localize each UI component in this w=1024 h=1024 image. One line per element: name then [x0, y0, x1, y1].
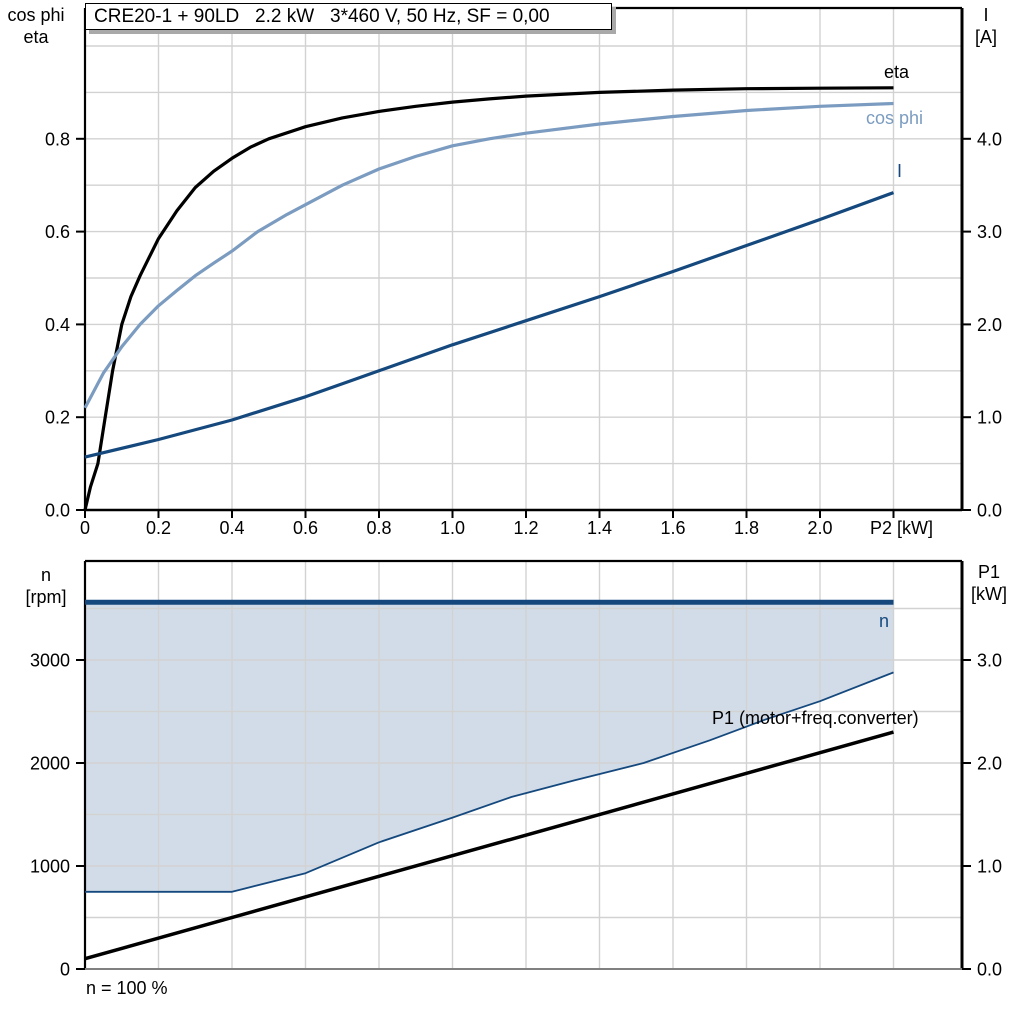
curve-label-current: I: [897, 161, 903, 181]
axis-title-ampere-unit: [A]: [974, 27, 997, 47]
y-tick-label-right: 2.0: [977, 754, 1002, 774]
y-tick-label-left: 2000: [30, 754, 70, 774]
axis-title-speed: n: [40, 565, 51, 585]
y-tick-label-right: 3.0: [977, 651, 1002, 671]
axis-title-current: I: [983, 5, 989, 25]
axis-title-eta: eta: [23, 27, 49, 47]
series-i: [84, 191, 895, 459]
y-tick-label-right: 0.0: [977, 501, 1002, 521]
series-n-min: [85, 671, 894, 893]
y-tick-label-right: 0.0: [977, 960, 1002, 980]
axis-title-p1: P1: [977, 562, 1001, 582]
x-tick-label: 1.8: [734, 518, 759, 538]
series-eta: [83, 86, 894, 511]
series-cos-phi: [83, 101, 894, 409]
y-tick-label-right: 4.0: [977, 129, 1002, 149]
y-tick-label-left: 0.8: [45, 129, 70, 149]
curve-label-eta: eta: [884, 62, 910, 82]
y-tick-label-left: 0: [60, 960, 70, 980]
curve-label-p1: P1 (motor+freq.converter): [712, 708, 919, 728]
x-tick-label: 1.6: [660, 518, 685, 538]
x-tick-label: 0.6: [293, 518, 318, 538]
axis-title-cos-phi: cos phi: [7, 5, 65, 25]
x-tick-label: P2 [kW]: [870, 518, 933, 538]
y-tick-label-right: 1.0: [977, 408, 1002, 428]
y-tick-label-right: 1.0: [977, 857, 1002, 877]
x-tick-label: 0: [80, 518, 90, 538]
top-right-axis-title: I [A]: [960, 4, 1012, 48]
x-tick-label: 0.2: [146, 518, 171, 538]
bottom-right-axis-title: P1 [kW]: [960, 561, 1018, 605]
y-tick-label-right: 2.0: [977, 315, 1002, 335]
y-tick-label-right: 3.0: [977, 222, 1002, 242]
y-tick-label-left: 0.4: [45, 315, 70, 335]
bottom-left-axis-title: n [rpm]: [10, 564, 82, 608]
series-p1-motor-freq-converter-: [84, 730, 894, 961]
curve-label-speed: n: [879, 611, 890, 631]
x-tick-label: 0.4: [219, 518, 244, 538]
x-tick-label: 1.2: [513, 518, 538, 538]
axis-title-rpm-unit: [rpm]: [25, 587, 67, 607]
y-tick-label-left: 0.0: [45, 501, 70, 521]
x-tick-label: 2.0: [807, 518, 832, 538]
footnote-n-100: n = 100 %: [86, 978, 168, 998]
x-tick-label: 1.4: [587, 518, 612, 538]
top-left-axis-title: cos phi eta: [4, 4, 68, 48]
speed-operating-band: [85, 602, 894, 892]
y-tick-label-left: 3000: [30, 651, 70, 671]
axis-title-kw-unit: [kW]: [971, 584, 1007, 604]
curve-label-cos-phi: cos phi: [866, 108, 924, 128]
chart-title: CRE20-1 + 90LD 2.2 kW 3*460 V, 50 Hz, SF…: [94, 5, 550, 27]
x-tick-label: 1.0: [440, 518, 465, 538]
y-tick-label-left: 0.2: [45, 408, 70, 428]
y-tick-label-left: 0.6: [45, 222, 70, 242]
x-tick-label: 0.8: [366, 518, 391, 538]
chart-title-box: CRE20-1 + 90LD 2.2 kW 3*460 V, 50 Hz, SF…: [85, 3, 612, 30]
y-tick-label-left: 1000: [30, 857, 70, 877]
